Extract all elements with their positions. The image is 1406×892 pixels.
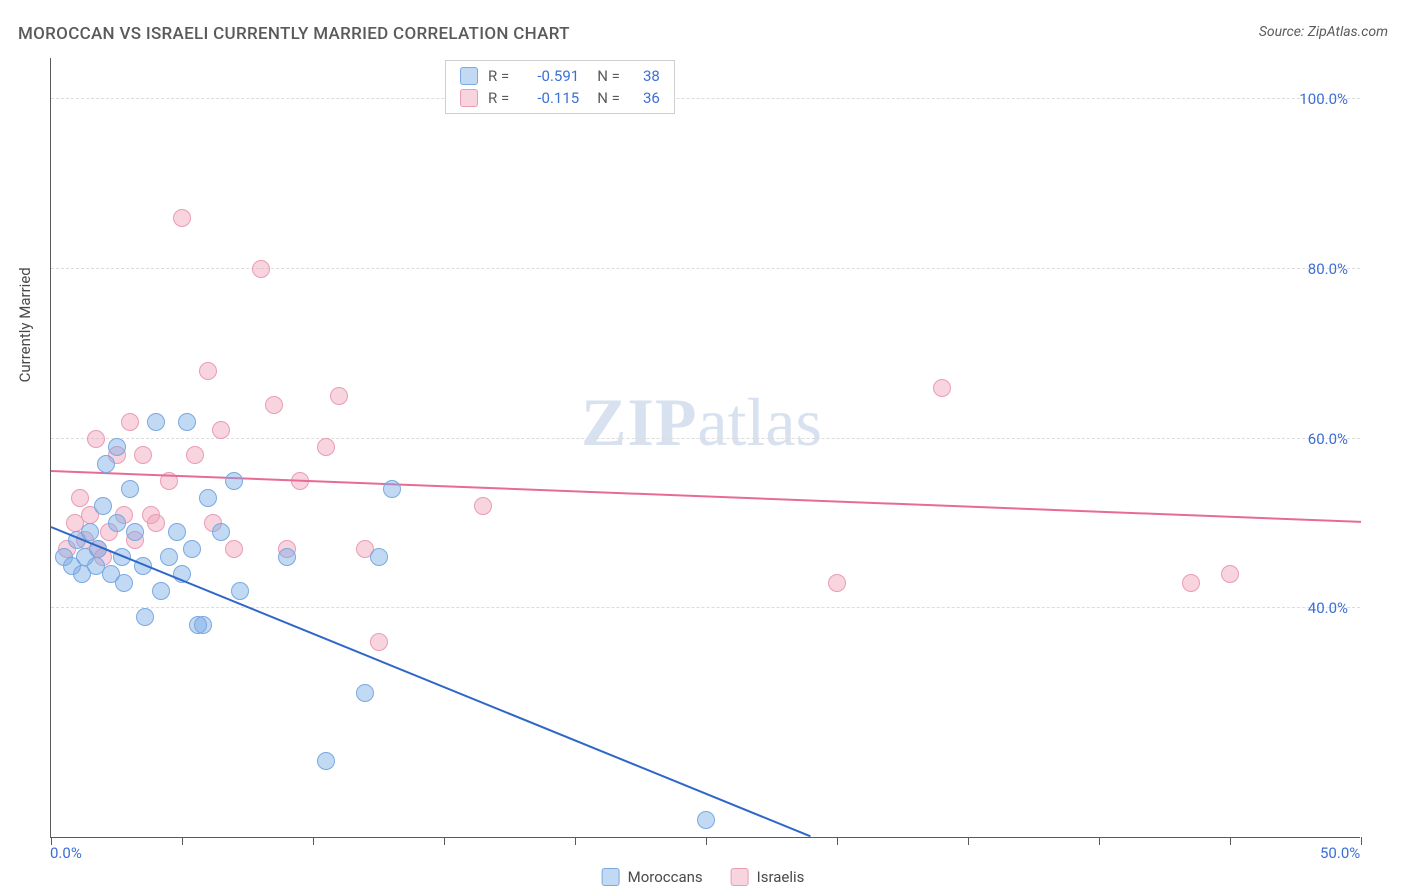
y-tick-label: 60.0%	[1308, 430, 1348, 448]
moroccans-point	[168, 523, 186, 541]
watermark: ZIPatlas	[581, 383, 822, 462]
israelis-point	[1221, 565, 1239, 583]
legend-row: R = -0.115 N = 36	[460, 89, 660, 107]
israelis-trendline	[51, 470, 1361, 523]
moroccans-point	[194, 616, 212, 634]
moroccans-trendline	[51, 526, 812, 837]
n-label: N =	[597, 67, 620, 85]
y-tick-label: 100.0%	[1299, 90, 1348, 108]
gridline	[51, 438, 1360, 439]
israelis-point	[71, 489, 89, 507]
legend-swatch	[602, 868, 620, 886]
series-legend: Moroccans Israelis	[602, 868, 805, 886]
watermark-atlas: atlas	[697, 384, 822, 460]
gridline	[51, 98, 1360, 99]
x-tick	[182, 837, 183, 845]
plot-area: ZIPatlas 40.0% 60.0% 80.0% 100.0%	[50, 58, 1360, 838]
legend-item: Israelis	[731, 868, 805, 886]
israelis-point	[186, 446, 204, 464]
moroccans-point	[212, 523, 230, 541]
moroccans-point	[97, 455, 115, 473]
israelis-point	[828, 574, 846, 592]
moroccans-point	[94, 497, 112, 515]
y-tick-label: 80.0%	[1308, 260, 1348, 278]
x-tick	[968, 837, 969, 845]
israelis-point	[147, 514, 165, 532]
moroccans-point	[121, 480, 139, 498]
moroccans-point	[225, 472, 243, 490]
israelis-point	[933, 379, 951, 397]
moroccans-point	[108, 438, 126, 456]
israelis-point	[199, 362, 217, 380]
r-value: -0.591	[519, 67, 579, 85]
israelis-point	[225, 540, 243, 558]
x-tick	[1361, 837, 1362, 845]
x-tick	[1230, 837, 1231, 845]
x-tick	[706, 837, 707, 845]
moroccans-point	[697, 811, 715, 829]
legend-swatch	[460, 89, 478, 107]
x-tick	[575, 837, 576, 845]
watermark-zip: ZIP	[581, 384, 697, 460]
source-label: Source: ZipAtlas.com	[1259, 24, 1388, 40]
x-tick	[1099, 837, 1100, 845]
y-axis-title: Currently Married	[16, 267, 34, 382]
chart-title: MOROCCAN VS ISRAELI CURRENTLY MARRIED CO…	[18, 24, 570, 44]
n-label: N =	[597, 89, 620, 107]
x-tick-label: 0.0%	[50, 844, 82, 862]
legend-row: R = -0.591 N = 38	[460, 67, 660, 85]
moroccans-point	[147, 413, 165, 431]
gridline	[51, 268, 1360, 269]
moroccans-point	[278, 548, 296, 566]
israelis-point	[1182, 574, 1200, 592]
moroccans-point	[183, 540, 201, 558]
moroccans-point	[317, 752, 335, 770]
israelis-point	[87, 430, 105, 448]
israelis-point	[317, 438, 335, 456]
moroccans-point	[136, 608, 154, 626]
n-value: 38	[630, 67, 660, 85]
legend-label: Moroccans	[628, 868, 703, 886]
legend-item: Moroccans	[602, 868, 703, 886]
x-tick-label: 50.0%	[1320, 844, 1360, 862]
israelis-point	[265, 396, 283, 414]
moroccans-point	[178, 413, 196, 431]
moroccans-point	[199, 489, 217, 507]
r-label: R =	[488, 89, 509, 107]
israelis-point	[370, 633, 388, 651]
moroccans-point	[356, 684, 374, 702]
moroccans-point	[108, 514, 126, 532]
moroccans-point	[370, 548, 388, 566]
moroccans-point	[383, 480, 401, 498]
israelis-point	[474, 497, 492, 515]
x-tick	[313, 837, 314, 845]
moroccans-point	[126, 523, 144, 541]
israelis-point	[134, 446, 152, 464]
moroccans-point	[81, 523, 99, 541]
israelis-point	[121, 413, 139, 431]
n-value: 36	[630, 89, 660, 107]
x-tick	[837, 837, 838, 845]
moroccans-point	[152, 582, 170, 600]
x-tick	[444, 837, 445, 845]
israelis-point	[330, 387, 348, 405]
moroccans-point	[231, 582, 249, 600]
r-label: R =	[488, 67, 509, 85]
moroccans-point	[160, 548, 178, 566]
r-value: -0.115	[519, 89, 579, 107]
legend-label: Israelis	[757, 868, 805, 886]
correlation-legend: R = -0.591 N = 38 R = -0.115 N = 36	[445, 60, 675, 114]
legend-swatch	[731, 868, 749, 886]
legend-swatch	[460, 67, 478, 85]
israelis-point	[252, 260, 270, 278]
israelis-point	[173, 209, 191, 227]
israelis-point	[212, 421, 230, 439]
y-tick-label: 40.0%	[1308, 599, 1348, 617]
moroccans-point	[115, 574, 133, 592]
